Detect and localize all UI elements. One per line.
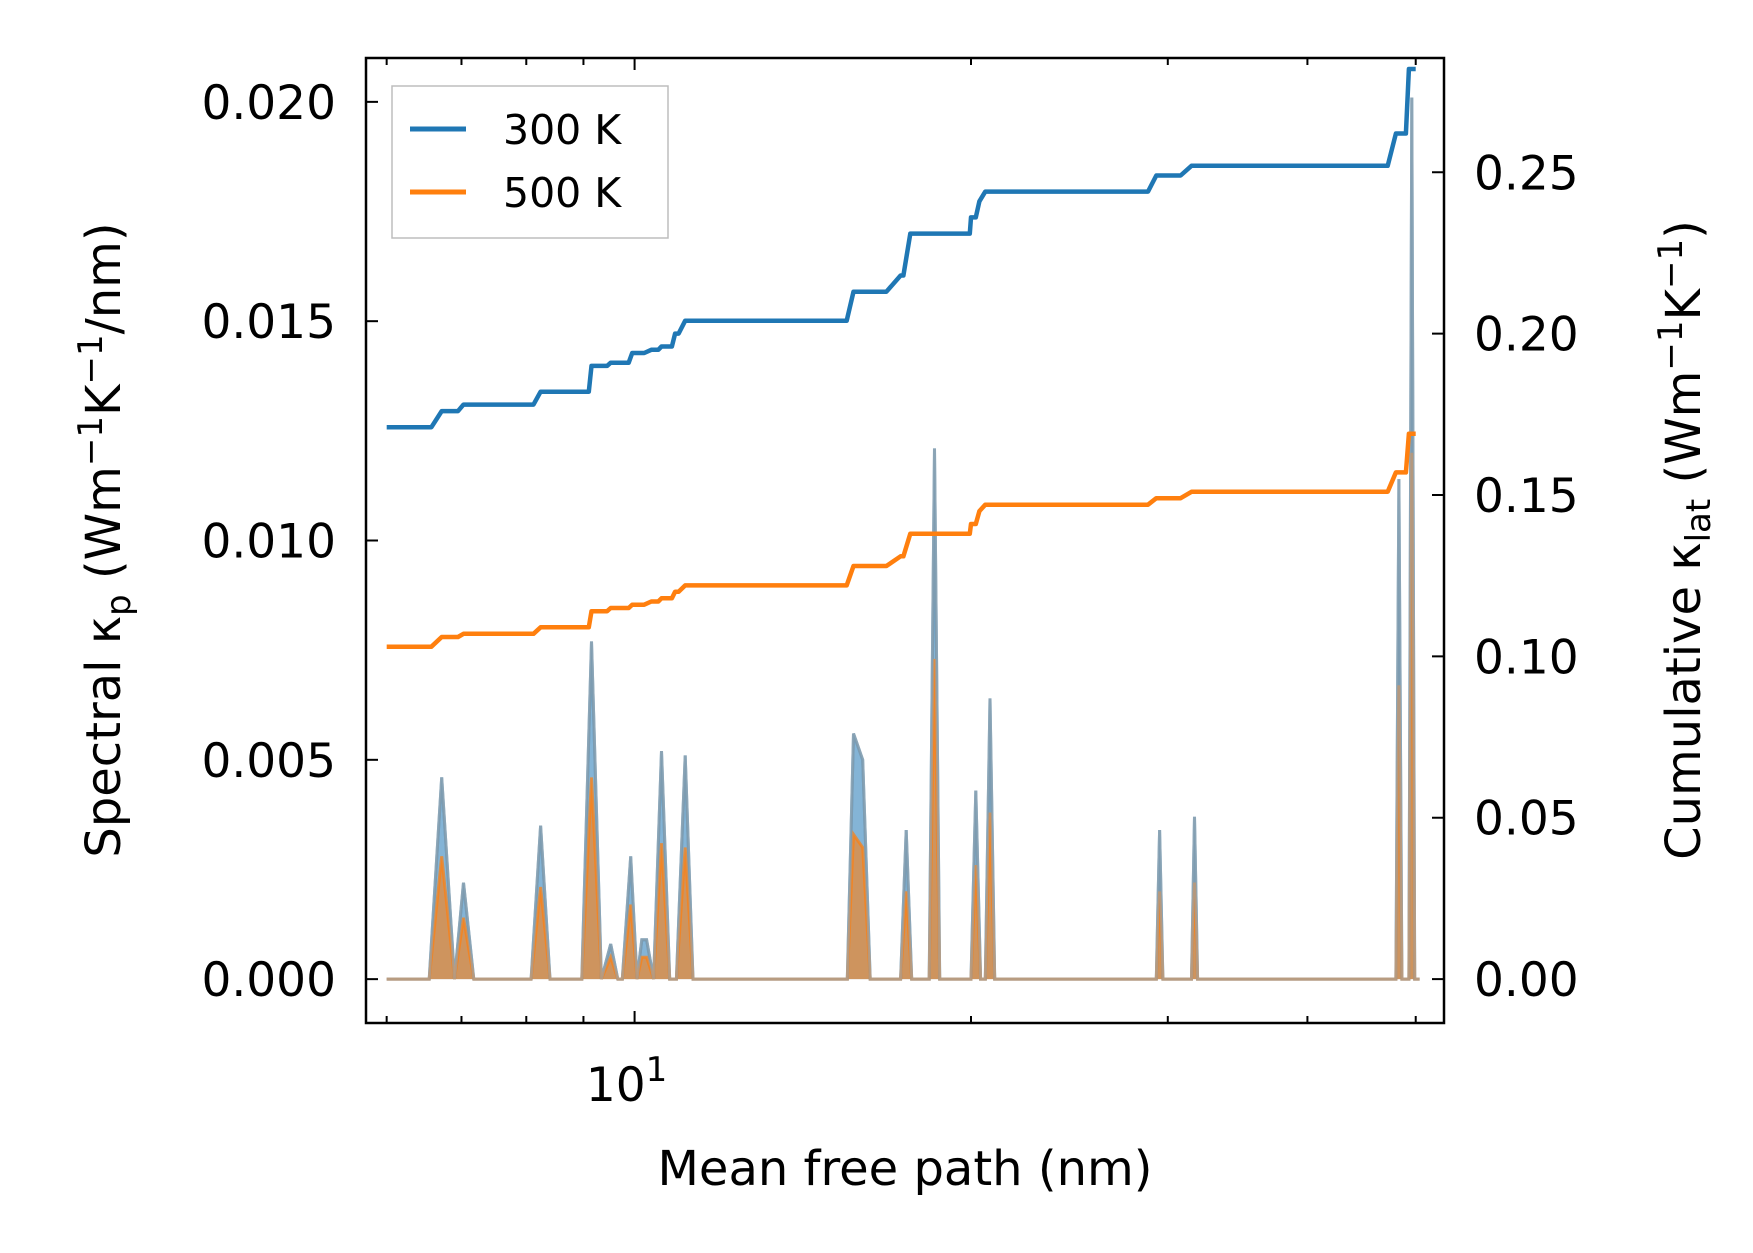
left-y-label-k: K [76, 383, 132, 416]
legend-label-300k: 300 K [503, 106, 622, 154]
right-y-label-exp2: −1 [1651, 239, 1691, 289]
left-y-label-exp1: −1 [71, 416, 111, 466]
right-y-axis-ticks: 0.00 0.05 0.10 0.15 0.20 0.25 [1432, 146, 1579, 1008]
left-y-tick-label: 0.020 [201, 76, 336, 131]
left-y-tick-label: 0.000 [201, 953, 336, 1008]
legend-box [391, 85, 669, 239]
right-y-tick-label: 0.10 [1474, 630, 1579, 685]
right-y-tick-label: 0.15 [1474, 469, 1579, 524]
left-y-label-close: /nm) [76, 222, 132, 334]
right-y-label-close: ) [1656, 220, 1712, 239]
right-y-label-exp1: −1 [1651, 320, 1691, 370]
left-y-tick-label: 0.010 [201, 515, 336, 570]
left-y-axis-ticks: 0.000 0.005 0.010 0.015 0.020 [201, 76, 378, 1008]
left-y-label-main: Spectral κ [76, 616, 132, 858]
left-y-label-unit: (Wm [76, 466, 132, 594]
x-axis-ticks: 101 [385, 58, 1417, 1113]
right-y-label-main: Cumulative κ [1656, 542, 1712, 860]
left-y-label-exp2: −1 [71, 334, 111, 384]
left-y-tick-label: 0.005 [201, 734, 336, 789]
right-y-tick-label: 0.00 [1474, 953, 1579, 1008]
cumulative-line-300k [386, 66, 1416, 430]
legend-label-500k: 500 K [503, 169, 622, 217]
right-y-label-unit: (Wm [1656, 371, 1712, 499]
right-y-axis-title: Cumulative κlat (Wm−1K−1) [1651, 220, 1719, 860]
x-axis-title: Mean free path (nm) [658, 1141, 1153, 1197]
right-y-tick-label: 0.25 [1474, 146, 1579, 201]
left-y-tick-label: 0.015 [201, 295, 336, 350]
x-tick-label: 101 [586, 1050, 667, 1113]
cumulative-line-500k [386, 431, 1416, 649]
right-y-tick-label: 0.05 [1474, 792, 1579, 847]
legend: 300 K 500 K [391, 85, 669, 239]
right-y-tick-label: 0.20 [1474, 308, 1579, 363]
right-y-label-k: K [1656, 287, 1712, 320]
right-y-label-sub: lat [1679, 499, 1719, 543]
spectral-edge [386, 97, 1420, 981]
cumulative-lines [386, 66, 1416, 649]
spectral-lines [386, 97, 1420, 981]
left-y-axis-title: Spectral κp (Wm−1K−1/nm) [71, 222, 139, 857]
left-y-label-sub: p [99, 594, 139, 616]
